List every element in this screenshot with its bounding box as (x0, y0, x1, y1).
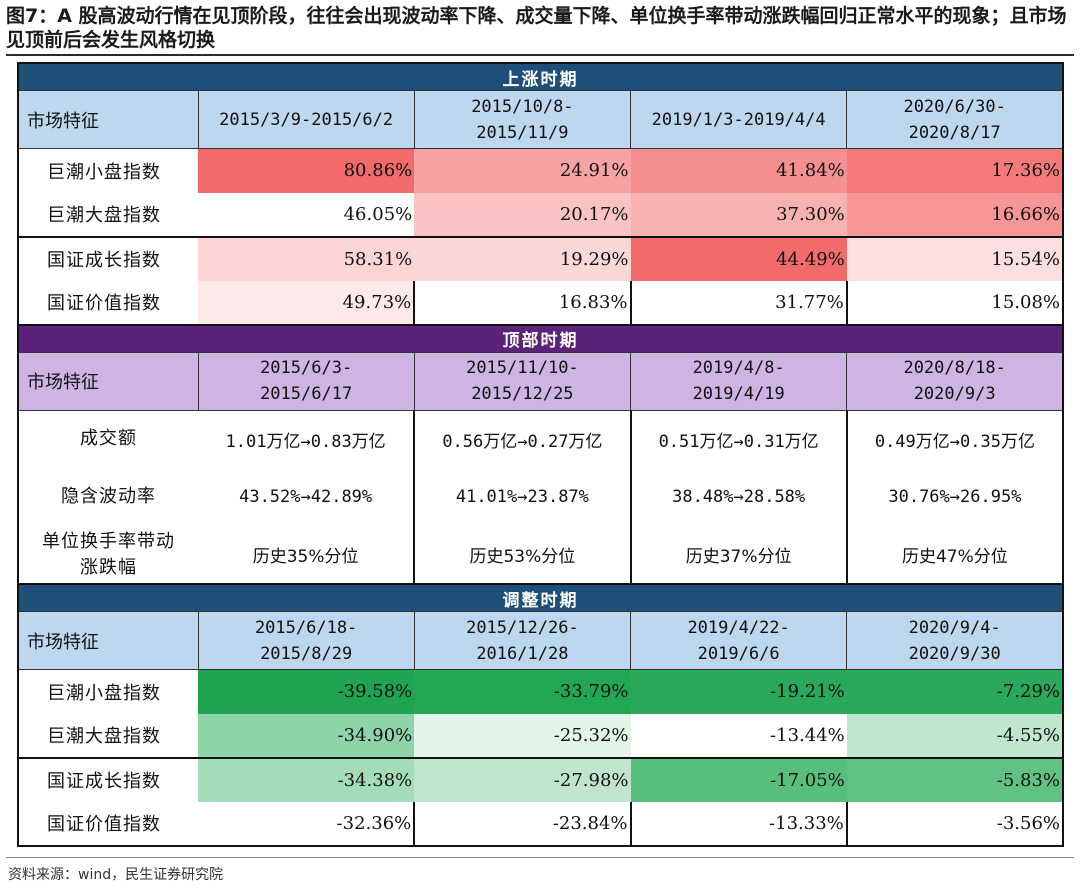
value-cell: 16.83% (414, 280, 632, 325)
row-label: 单位换手率带动涨跌幅 (17, 526, 198, 584)
value-cell: 43.52%→42.89% (198, 468, 416, 526)
value-cell: 80.86% (198, 148, 415, 193)
value-cell: 58.31% (198, 235, 415, 281)
value-cell: 24.91% (414, 148, 631, 193)
value-cell: -4.55% (846, 713, 1065, 758)
value-cell: 历史37%分位 (630, 526, 848, 584)
value-cell: -34.90% (198, 713, 415, 758)
adjust-header-label: 市场特征 (17, 611, 199, 670)
row-label: 巨潮小盘指数 (17, 669, 198, 714)
value-cell: 16.66% (846, 192, 1065, 237)
table-row: 成交额 1.01万亿→0.83万亿 0.56万亿→0.27万亿 0.51万亿→0… (17, 410, 1065, 468)
value-cell: 30.76%→26.95% (846, 468, 1065, 526)
top-period-2: 2015/11/10- 2015/12/25 (413, 351, 632, 411)
section-header-adjust: 调整时期 (16, 583, 1065, 612)
row-label: 国证价值指数 (17, 280, 198, 325)
adjust-period-3: 2019/4/22- 2019/6/6 (629, 611, 848, 670)
rise-period-4: 2020/6/30- 2020/8/17 (846, 90, 1065, 149)
table-row: 巨潮小盘指数 -39.58% -33.79% -19.21% -7.29% (17, 669, 1065, 714)
value-cell: 0.49万亿→0.35万亿 (846, 410, 1065, 468)
value-cell: 41.84% (630, 148, 847, 193)
value-cell: -32.36% (198, 801, 416, 847)
value-cell: 历史35%分位 (198, 526, 416, 584)
value-cell: 历史47%分位 (846, 526, 1065, 584)
value-cell: 19.29% (414, 235, 631, 281)
value-cell: -27.98% (414, 756, 631, 802)
value-cell: 0.56万亿→0.27万亿 (414, 410, 632, 468)
value-cell: -5.83% (846, 756, 1065, 802)
value-cell: -17.05% (630, 756, 847, 802)
table-row: 单位换手率带动涨跌幅 历史35%分位 历史53%分位 历史37%分位 历史47%… (17, 526, 1065, 584)
rise-header-label: 市场特征 (17, 90, 199, 149)
row-label: 成交额 (17, 410, 198, 468)
value-cell: 49.73% (198, 280, 416, 325)
table-row: 国证成长指数 58.31% 19.29% 44.49% 15.54% (17, 235, 1065, 281)
table-row: 国证价值指数 49.73% 16.83% 31.77% 15.08% (17, 280, 1065, 325)
title-divider (6, 54, 1074, 56)
row-label: 隐含波动率 (17, 468, 198, 526)
value-cell: 20.17% (414, 192, 631, 237)
market-phase-table: 上涨时期 市场特征 2015/3/9-2015/6/2 2015/10/8- 20… (16, 62, 1065, 847)
value-cell: 15.54% (846, 235, 1065, 281)
table-row: 国证成长指数 -34.38% -27.98% -17.05% -5.83% (17, 756, 1065, 802)
row-label: 巨潮小盘指数 (17, 148, 198, 193)
value-cell: -39.58% (198, 669, 415, 714)
value-cell: -33.79% (414, 669, 631, 714)
table-row: 隐含波动率 43.52%→42.89% 41.01%→23.87% 38.48%… (17, 468, 1065, 526)
value-cell: 历史53%分位 (414, 526, 632, 584)
source-note: 资料来源：wind，民生证券研究院 (8, 867, 224, 883)
value-cell: 15.08% (846, 280, 1065, 325)
row-label: 巨潮大盘指数 (17, 192, 198, 237)
top-period-1: 2015/6/3- 2015/6/17 (197, 351, 415, 411)
value-cell: 38.48%→28.58% (630, 468, 848, 526)
value-cell: 31.77% (630, 280, 848, 325)
table-row: 国证价值指数 -32.36% -23.84% -13.33% -3.56% (17, 801, 1065, 847)
value-cell: -13.33% (630, 801, 848, 847)
row-label: 国证成长指数 (17, 756, 198, 802)
top-header-label: 市场特征 (17, 351, 199, 411)
top-period-3: 2019/4/8- 2019/4/19 (629, 351, 848, 411)
adjust-period-2: 2015/12/26- 2016/1/28 (413, 611, 632, 670)
value-cell: 17.36% (846, 148, 1065, 193)
value-cell: -3.56% (846, 801, 1065, 847)
table-row: 巨潮小盘指数 80.86% 24.91% 41.84% 17.36% (17, 148, 1065, 193)
value-cell: 1.01万亿→0.83万亿 (198, 410, 416, 468)
table-row: 巨潮大盘指数 -34.90% -25.32% -13.44% -4.55% (17, 713, 1065, 758)
value-cell: 0.51万亿→0.31万亿 (630, 410, 848, 468)
section-header-rise: 上涨时期 (16, 62, 1065, 91)
figure-title: 图7：A 股高波动行情在见顶阶段，往往会出现波动率下降、成交量下降、单位换手率带… (6, 5, 1067, 51)
rise-period-2: 2015/10/8- 2015/11/9 (413, 90, 632, 149)
row-label: 巨潮大盘指数 (17, 713, 198, 758)
adjust-period-1: 2015/6/18- 2015/8/29 (197, 611, 415, 670)
value-cell: 41.01%→23.87% (414, 468, 632, 526)
value-cell: -19.21% (630, 669, 847, 714)
value-cell: 46.05% (198, 192, 415, 237)
value-cell: -7.29% (846, 669, 1065, 714)
value-cell: 37.30% (630, 192, 847, 237)
value-cell: -23.84% (414, 801, 632, 847)
value-cell: -34.38% (198, 756, 415, 802)
value-cell: 44.49% (630, 235, 847, 281)
table-row: 巨潮大盘指数 46.05% 20.17% 37.30% 16.66% (17, 192, 1065, 237)
row-label: 国证价值指数 (17, 801, 198, 847)
section-header-top: 顶部时期 (16, 323, 1065, 352)
top-period-4: 2020/8/18- 2020/9/3 (846, 351, 1065, 411)
value-cell: -25.32% (414, 713, 631, 758)
value-cell: -13.44% (630, 713, 847, 758)
rise-period-1: 2015/3/9-2015/6/2 (197, 90, 415, 149)
row-label: 国证成长指数 (17, 235, 198, 281)
source-divider (6, 857, 1074, 858)
adjust-period-4: 2020/9/4- 2020/9/30 (846, 611, 1065, 670)
rise-period-3: 2019/1/3-2019/4/4 (629, 90, 848, 149)
